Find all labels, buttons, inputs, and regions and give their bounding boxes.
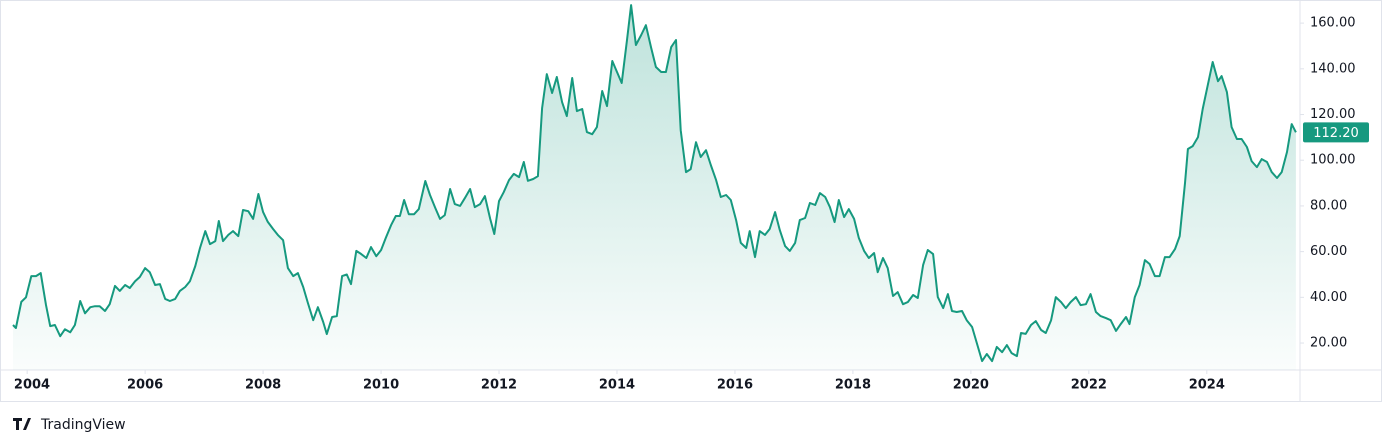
x-tick-label: 2020 [953, 378, 989, 393]
logo-icon [13, 418, 31, 430]
y-tick-label: 120.00 [1310, 107, 1356, 122]
frame [0, 0, 1382, 402]
x-tick-label: 2010 [363, 378, 399, 393]
x-tick-label: 2014 [599, 378, 635, 393]
x-tick-label: 2016 [717, 378, 753, 393]
last-price-tag [1303, 122, 1369, 143]
x-tick-label: 2012 [481, 378, 517, 393]
brand-logo[interactable]: TradingView [13, 417, 126, 433]
x-tick-label: 2004 [14, 378, 50, 393]
x-tick-label: 2024 [1189, 378, 1225, 393]
y-tick-label: 80.00 [1310, 198, 1347, 213]
y-tick-label: 60.00 [1310, 244, 1347, 259]
x-tick-label: 2022 [1071, 378, 1107, 393]
y-tick-label: 20.00 [1310, 336, 1347, 351]
y-tick-label: 40.00 [1310, 290, 1347, 305]
y-tick-label: 100.00 [1310, 153, 1356, 168]
y-tick-label: 160.00 [1310, 16, 1356, 31]
price-line [12, 4, 1297, 363]
last-price-label: 112.20 [1313, 126, 1359, 141]
y-tick-label: 140.00 [1310, 61, 1356, 76]
area-fill [13, 5, 1296, 370]
brand-name: TradingView [40, 417, 126, 433]
x-tick-label: 2008 [245, 378, 281, 393]
x-tick-label: 2006 [127, 378, 163, 393]
x-tick-label: 2018 [835, 378, 871, 393]
